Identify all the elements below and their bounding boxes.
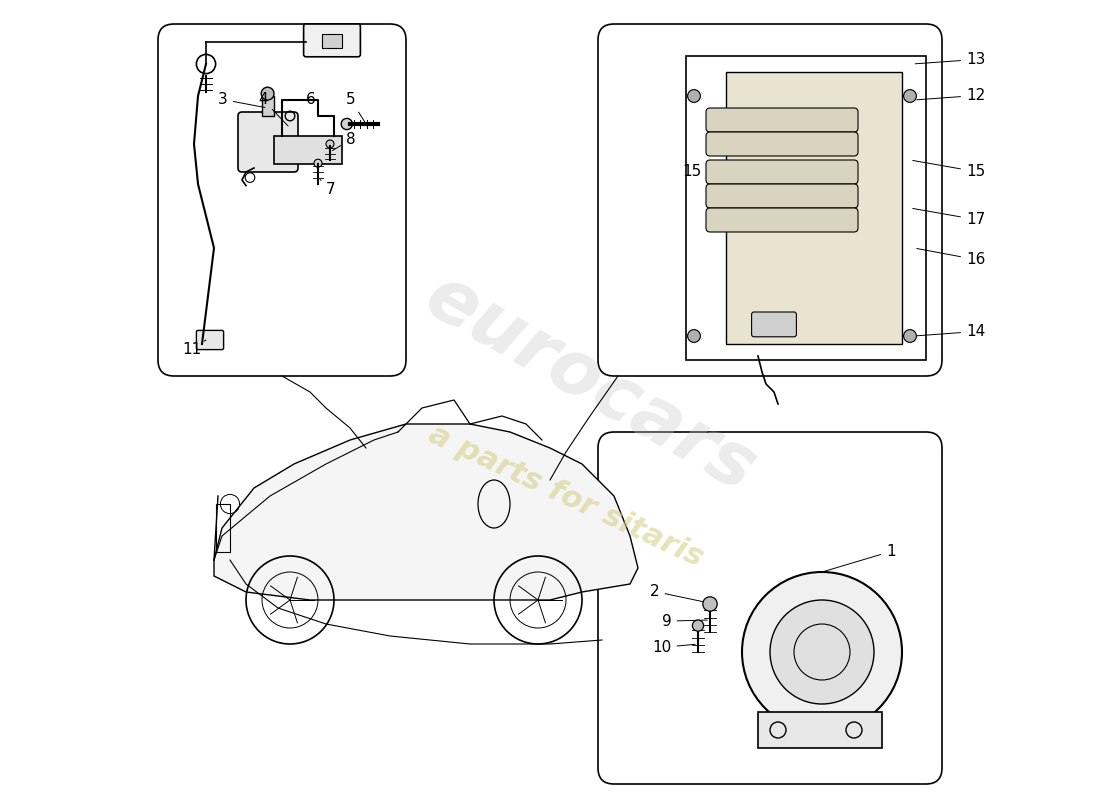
FancyBboxPatch shape — [706, 108, 858, 132]
PathPatch shape — [214, 424, 638, 600]
Circle shape — [688, 330, 701, 342]
FancyBboxPatch shape — [197, 330, 223, 350]
Bar — [758, 712, 882, 748]
Bar — [262, 96, 274, 116]
Circle shape — [742, 572, 902, 732]
FancyBboxPatch shape — [706, 160, 858, 184]
Circle shape — [903, 330, 916, 342]
Text: 1: 1 — [825, 544, 895, 571]
Bar — [726, 72, 902, 344]
Text: 17: 17 — [913, 209, 986, 227]
Text: 7: 7 — [320, 179, 336, 197]
Circle shape — [326, 140, 334, 148]
Text: 3: 3 — [218, 92, 265, 107]
Circle shape — [261, 87, 274, 100]
FancyBboxPatch shape — [706, 208, 858, 232]
Text: eurocars: eurocars — [411, 260, 768, 508]
Circle shape — [903, 90, 916, 102]
Bar — [274, 136, 342, 164]
Text: 14: 14 — [916, 324, 986, 339]
Circle shape — [703, 597, 717, 611]
FancyBboxPatch shape — [304, 24, 361, 57]
Text: a parts for sitaris: a parts for sitaris — [425, 419, 707, 573]
FancyBboxPatch shape — [706, 132, 858, 156]
Text: 10: 10 — [652, 640, 695, 655]
FancyBboxPatch shape — [706, 184, 858, 208]
Bar — [686, 56, 926, 360]
Circle shape — [692, 620, 704, 631]
Text: 8: 8 — [332, 132, 355, 150]
Text: 13: 13 — [915, 52, 986, 67]
Bar — [216, 504, 230, 552]
Text: 16: 16 — [916, 249, 986, 267]
Circle shape — [688, 90, 701, 102]
Bar — [322, 34, 342, 48]
Text: 4: 4 — [258, 92, 288, 126]
FancyBboxPatch shape — [751, 312, 796, 337]
Text: 11: 11 — [182, 340, 206, 357]
Text: 6: 6 — [306, 92, 318, 114]
FancyBboxPatch shape — [238, 112, 298, 172]
Text: 15: 15 — [682, 161, 724, 179]
Text: 2: 2 — [650, 584, 712, 603]
Circle shape — [770, 600, 875, 704]
Text: 5: 5 — [346, 92, 364, 122]
Circle shape — [314, 159, 322, 167]
Circle shape — [341, 118, 352, 130]
Text: 9: 9 — [662, 614, 707, 629]
Text: 12: 12 — [916, 88, 986, 103]
Text: 15: 15 — [913, 161, 986, 179]
